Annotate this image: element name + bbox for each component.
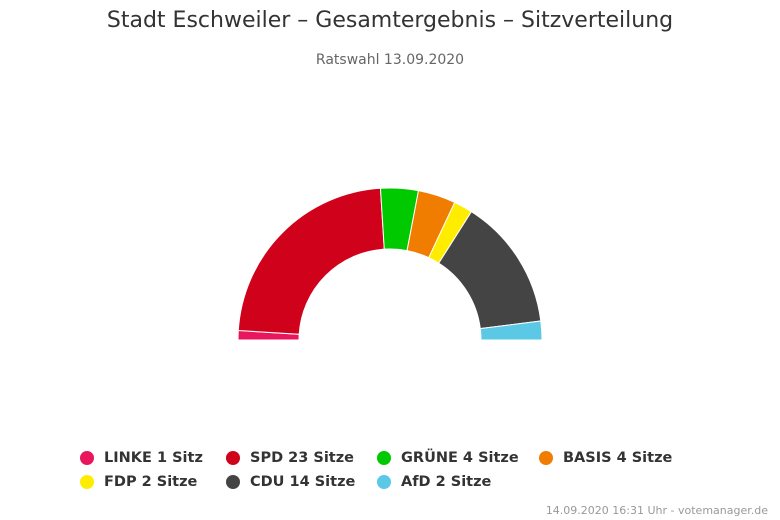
legend-item-gruene[interactable]: GRÜNE 4 Sitze	[377, 450, 539, 466]
legend-item-afd[interactable]: AfD 2 Sitze	[377, 474, 539, 490]
legend-marker	[80, 475, 94, 489]
legend-marker	[377, 475, 391, 489]
chart-subtitle: Ratswahl 13.09.2020	[315, 52, 465, 68]
legend-item-fdp[interactable]: FDP 2 Sitze	[80, 474, 226, 490]
legend-marker	[226, 475, 240, 489]
legend-row: FDP 2 Sitze CDU 14 Sitze AfD 2 Sitze	[80, 470, 720, 494]
legend-item-basis[interactable]: BASIS 4 Sitze	[539, 450, 672, 466]
seat-slice-afd[interactable]	[479, 320, 543, 341]
legend-label: CDU 14 Sitze	[250, 474, 356, 490]
legend-label: GRÜNE 4 Sitze	[401, 450, 519, 466]
seat-slice-spd[interactable]	[237, 187, 385, 335]
legend-marker	[80, 451, 94, 465]
chart-title: Stadt Eschweiler – Gesamtergebnis – Sitz…	[106, 8, 674, 33]
legend-row: LINKE 1 Sitz SPD 23 Sitze GRÜNE 4 Sitze …	[80, 446, 720, 470]
legend-label: FDP 2 Sitze	[104, 474, 198, 490]
legend-marker	[226, 451, 240, 465]
legend-item-spd[interactable]: SPD 23 Sitze	[226, 450, 377, 466]
legend-label: AfD 2 Sitze	[401, 474, 492, 490]
credits[interactable]: 14.09.2020 16:31 Uhr - votemanager.de	[545, 504, 768, 517]
legend-label: BASIS 4 Sitze	[563, 450, 673, 466]
legend-item-cdu[interactable]: CDU 14 Sitze	[226, 474, 377, 490]
legend-label: SPD 23 Sitze	[250, 450, 354, 466]
chart-legend: LINKE 1 Sitz SPD 23 Sitze GRÜNE 4 Sitze …	[80, 446, 720, 494]
legend-marker	[539, 451, 553, 465]
legend-marker	[377, 451, 391, 465]
legend-label: LINKE 1 Sitz	[104, 450, 203, 466]
legend-item-linke[interactable]: LINKE 1 Sitz	[80, 450, 226, 466]
